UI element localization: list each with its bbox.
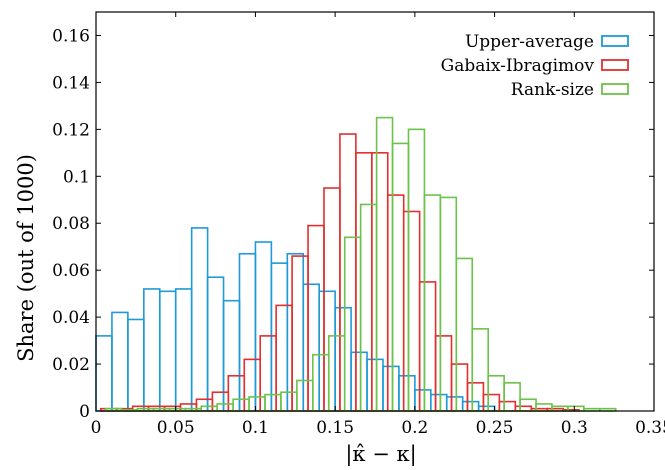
bar-gabaix-ibragimov-5 <box>179 403 198 412</box>
bar-gabaix-ibragimov-8 <box>227 374 246 412</box>
bar-upper-average-22 <box>445 396 464 412</box>
bar-gabaix-ibragimov-9 <box>243 358 262 412</box>
bar-gabaix-ibragimov-20 <box>418 281 437 412</box>
y-axis-label: Share (out of 1000) <box>14 154 38 362</box>
x-axis-ticks: 0 0.05 0.1 0.15 0.2 0.25 0.3 0.35 <box>91 12 665 438</box>
y-tick-label: 0 <box>79 402 90 422</box>
legend-label-upper-average: Upper-average <box>465 32 594 52</box>
bar-rank-size-11 <box>280 391 298 412</box>
plot-frame <box>95 11 655 412</box>
y-tick-label: 0.14 <box>52 73 90 93</box>
bar-gabaix-ibragimov-14 <box>323 187 341 412</box>
bar-upper-average-21 <box>429 393 448 412</box>
bar-gabaix-ibragimov-21 <box>434 335 453 412</box>
bar-upper-average-18 <box>382 365 400 412</box>
bar-upper-average-12 <box>286 252 305 412</box>
y-tick-label: 0.1 <box>63 167 90 187</box>
bar-rank-size-18 <box>391 142 410 412</box>
bar-rank-size-21 <box>439 196 458 412</box>
legend: Upper-average Gabaix-Ibragimov Rank-size <box>441 32 629 100</box>
bar-upper-average-14 <box>318 290 336 412</box>
bar-rank-size-10 <box>264 393 282 412</box>
bar-upper-average-9 <box>238 252 257 412</box>
legend-swatch-gabaix-ibragimov <box>601 59 629 71</box>
bar-rank-size-16 <box>359 203 378 412</box>
legend-swatch-upper-average <box>601 35 629 47</box>
x-tick-label: 0.15 <box>316 418 354 438</box>
y-tick-label: 0.12 <box>52 120 90 140</box>
bar-upper-average-17 <box>366 358 384 412</box>
bar-rank-size-20 <box>423 194 442 412</box>
y-axis-ticks: 0 0.02 0.04 0.06 0.08 0.1 0.12 0.14 0.16 <box>52 26 654 422</box>
bar-gabaix-ibragimov-15 <box>339 133 357 412</box>
bar-rank-size-23 <box>471 328 489 412</box>
y-tick-label: 0.06 <box>52 261 90 281</box>
bar-rank-size-29 <box>567 405 585 412</box>
bar-gabaix-ibragimov-19 <box>402 210 421 412</box>
bar-upper-average-19 <box>398 374 416 412</box>
bar-gabaix-ibragimov-12 <box>291 255 309 412</box>
bar-gabaix-ibragimov-24 <box>482 393 501 412</box>
bar-upper-average-3 <box>143 288 161 412</box>
bar-gabaix-ibragimov-13 <box>307 224 325 412</box>
bar-upper-average-8 <box>222 299 241 412</box>
bar-upper-average-6 <box>190 227 209 412</box>
bar-gabaix-ibragimov-16 <box>355 152 373 412</box>
x-tick-label: 0.2 <box>401 418 428 438</box>
y-tick-label: 0.16 <box>52 26 90 46</box>
bar-rank-size-7 <box>216 403 234 412</box>
bar-rank-size-15 <box>343 236 362 412</box>
bar-rank-size-13 <box>312 353 330 412</box>
bar-upper-average-4 <box>158 290 177 412</box>
bar-rank-size-6 <box>200 405 218 412</box>
bar-upper-average-23 <box>461 400 480 412</box>
x-tick-label: 0.25 <box>476 418 514 438</box>
x-axis-label: |κ̂ − κ| <box>345 442 416 467</box>
legend-label-rank-size: Rank-size <box>511 80 594 100</box>
bar-upper-average-13 <box>302 283 320 412</box>
y-tick-label: 0.04 <box>52 308 90 328</box>
bar-upper-average-5 <box>174 288 193 412</box>
bar-gabaix-ibragimov-25 <box>498 400 517 412</box>
x-tick-label: 0.3 <box>561 418 588 438</box>
bar-upper-average-7 <box>206 276 225 412</box>
bar-upper-average-15 <box>334 306 352 412</box>
bar-rank-size-8 <box>232 398 250 412</box>
x-tick-label: 0.1 <box>242 418 269 438</box>
bar-gabaix-ibragimov-10 <box>259 335 277 412</box>
x-tick-label: 0.35 <box>635 418 665 438</box>
y-tick-label: 0.02 <box>52 355 90 375</box>
legend-label-gabaix-ibragimov: Gabaix-Ibragimov <box>441 56 595 76</box>
series-gabaix-ibragimov-bars <box>99 133 580 412</box>
bar-rank-size-14 <box>327 335 346 412</box>
series-rank-size-bars <box>104 116 617 412</box>
bar-upper-average-11 <box>270 262 289 412</box>
bar-rank-size-12 <box>296 379 314 412</box>
bar-upper-average-10 <box>254 241 273 412</box>
bar-upper-average-1 <box>111 311 129 412</box>
y-tick-label: 0.08 <box>52 214 90 234</box>
bar-gabaix-ibragimov-18 <box>386 194 405 412</box>
bar-gabaix-ibragimov-17 <box>371 152 389 412</box>
bar-upper-average-20 <box>414 389 432 412</box>
x-tick-label: 0.05 <box>157 418 195 438</box>
bar-upper-average-16 <box>350 351 368 412</box>
bar-rank-size-27 <box>535 403 553 412</box>
x-tick-label: 0 <box>91 418 102 438</box>
bar-gabaix-ibragimov-7 <box>211 391 230 412</box>
bar-rank-size-22 <box>455 257 474 412</box>
bar-gabaix-ibragimov-22 <box>450 363 469 412</box>
bar-upper-average-0 <box>95 335 113 412</box>
bar-rank-size-9 <box>248 396 266 412</box>
legend-swatch-rank-size <box>601 83 629 95</box>
bar-upper-average-2 <box>127 318 145 412</box>
bar-rank-size-19 <box>407 128 426 412</box>
